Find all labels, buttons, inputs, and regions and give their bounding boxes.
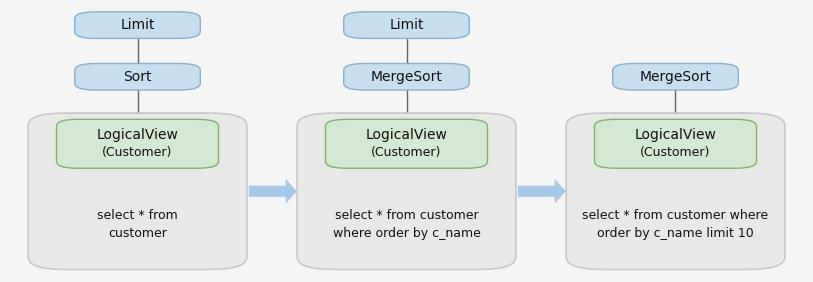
Text: LogicalView: LogicalView <box>366 128 447 142</box>
Text: (Customer): (Customer) <box>641 146 711 159</box>
FancyBboxPatch shape <box>613 63 738 90</box>
FancyBboxPatch shape <box>566 113 785 269</box>
Text: (Customer): (Customer) <box>372 146 441 159</box>
Text: (Customer): (Customer) <box>102 146 172 159</box>
Text: select * from
customer: select * from customer <box>97 209 178 240</box>
Text: LogicalView: LogicalView <box>97 128 178 142</box>
FancyBboxPatch shape <box>344 63 469 90</box>
Text: Limit: Limit <box>389 18 424 32</box>
FancyBboxPatch shape <box>325 119 488 168</box>
Text: Sort: Sort <box>124 70 152 84</box>
FancyBboxPatch shape <box>56 119 219 168</box>
Text: select * from customer where
order by c_name limit 10: select * from customer where order by c_… <box>582 209 768 240</box>
FancyBboxPatch shape <box>297 113 516 269</box>
Text: LogicalView: LogicalView <box>635 128 716 142</box>
FancyBboxPatch shape <box>594 119 757 168</box>
FancyBboxPatch shape <box>75 12 200 38</box>
Text: Limit: Limit <box>120 18 154 32</box>
Text: select * from customer
where order by c_name: select * from customer where order by c_… <box>333 209 480 240</box>
FancyBboxPatch shape <box>344 12 469 38</box>
Text: MergeSort: MergeSort <box>640 70 711 84</box>
FancyBboxPatch shape <box>75 63 200 90</box>
Text: MergeSort: MergeSort <box>371 70 442 84</box>
FancyBboxPatch shape <box>28 113 247 269</box>
